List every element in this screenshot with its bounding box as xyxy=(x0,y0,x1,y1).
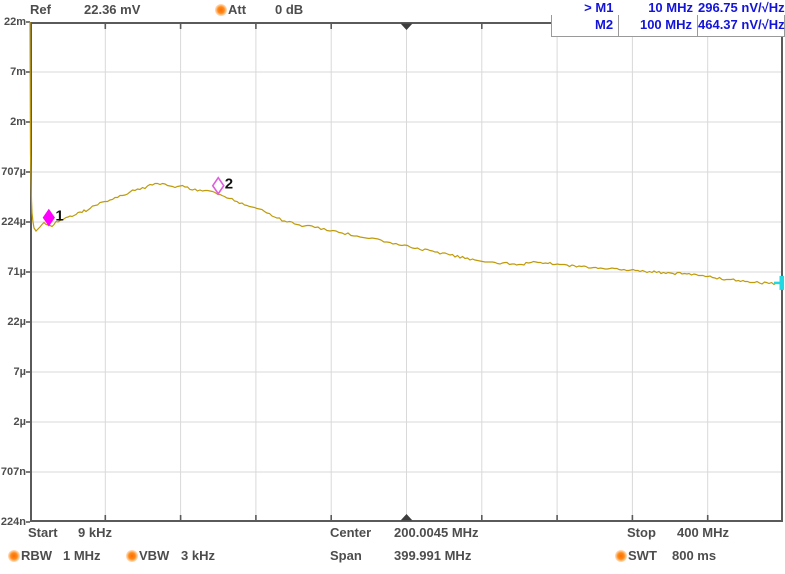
y-axis-label: 2m xyxy=(10,116,26,128)
marker-1-label: 1 xyxy=(55,208,63,225)
center-frequency-indicator-top xyxy=(400,23,413,30)
y-axis-label: 2µ xyxy=(13,416,26,428)
marker-m1-freq: 10 MHz xyxy=(648,0,693,15)
swt-readout[interactable]: SWT 800 ms xyxy=(615,547,716,565)
y-axis-label: 707µ xyxy=(1,166,26,178)
att-label: Att xyxy=(228,2,247,17)
ref-readout[interactable]: Ref 22.36 mV xyxy=(30,2,140,17)
rbw-readout[interactable]: RBW 1 MHz xyxy=(8,547,101,565)
sweep-cursor[interactable] xyxy=(779,275,785,290)
span-readout[interactable]: Span 399.991 MHz xyxy=(330,547,471,565)
swt-indicator-icon xyxy=(615,550,627,562)
center-frequency-indicator-bottom xyxy=(400,514,413,521)
marker-m2-freq: 100 MHz xyxy=(618,15,697,36)
stop-label: Stop xyxy=(627,525,656,540)
marker-2-label: 2 xyxy=(225,176,233,193)
start-label: Start xyxy=(28,525,58,540)
ref-value[interactable]: 22.36 mV xyxy=(84,2,141,17)
rbw-label: RBW xyxy=(21,548,53,563)
swt-value[interactable]: 800 ms xyxy=(672,548,717,563)
marker-2-diamond[interactable] xyxy=(211,176,225,196)
active-marker-arrow: > xyxy=(584,0,592,15)
y-axis-label: 7µ xyxy=(13,366,26,378)
marker-m1-value: 296.75 nV/√Hz xyxy=(698,0,785,15)
marker-m2-name: M2 xyxy=(595,17,614,32)
marker-m1-name: M1 xyxy=(595,0,614,15)
y-axis-label: 224n xyxy=(0,516,26,528)
marker-row-m1[interactable]: > M1 10 MHz 296.75 nV/√Hz xyxy=(551,0,784,15)
y-axis-label: 224µ xyxy=(1,216,26,228)
marker-m2-value: 464.37 nV/√Hz xyxy=(697,15,785,36)
y-axis-label: 707n xyxy=(0,466,26,478)
span-label: Span xyxy=(330,548,362,563)
rbw-indicator-icon xyxy=(8,550,20,562)
y-axis-label: 71µ xyxy=(7,266,26,278)
start-value[interactable]: 9 kHz xyxy=(78,525,112,540)
vbw-value[interactable]: 3 kHz xyxy=(181,548,215,563)
span-value[interactable]: 399.991 MHz xyxy=(394,548,472,563)
marker-1-diamond[interactable] xyxy=(42,208,55,227)
stop-value[interactable]: 400 MHz xyxy=(677,525,730,540)
center-value[interactable]: 200.0045 MHz xyxy=(394,525,479,540)
y-axis-label: 22m xyxy=(3,16,26,28)
rbw-value[interactable]: 1 MHz xyxy=(63,548,101,563)
att-indicator-icon xyxy=(215,4,227,16)
swt-label: SWT xyxy=(628,548,657,563)
att-value[interactable]: 0 dB xyxy=(275,2,304,17)
center-readout[interactable]: Center 200.0045 MHz xyxy=(330,524,479,542)
marker-row-m2[interactable]: M2 100 MHz 464.37 nV/√Hz xyxy=(551,15,785,37)
vbw-label: VBW xyxy=(139,548,170,563)
trace-1 xyxy=(29,21,783,286)
y-axis-label: 22µ xyxy=(7,316,26,328)
att-readout[interactable]: Att 0 dB xyxy=(215,2,303,17)
ref-label: Ref xyxy=(30,2,51,17)
graticule-frame xyxy=(30,22,783,522)
stop-readout[interactable]: Stop 400 MHz xyxy=(627,524,729,542)
vbw-indicator-icon xyxy=(126,550,138,562)
y-axis-label: 7m xyxy=(10,66,26,78)
center-label: Center xyxy=(330,525,372,540)
vbw-readout[interactable]: VBW 3 kHz xyxy=(126,547,215,565)
start-readout[interactable]: Start 9 kHz xyxy=(28,524,112,542)
